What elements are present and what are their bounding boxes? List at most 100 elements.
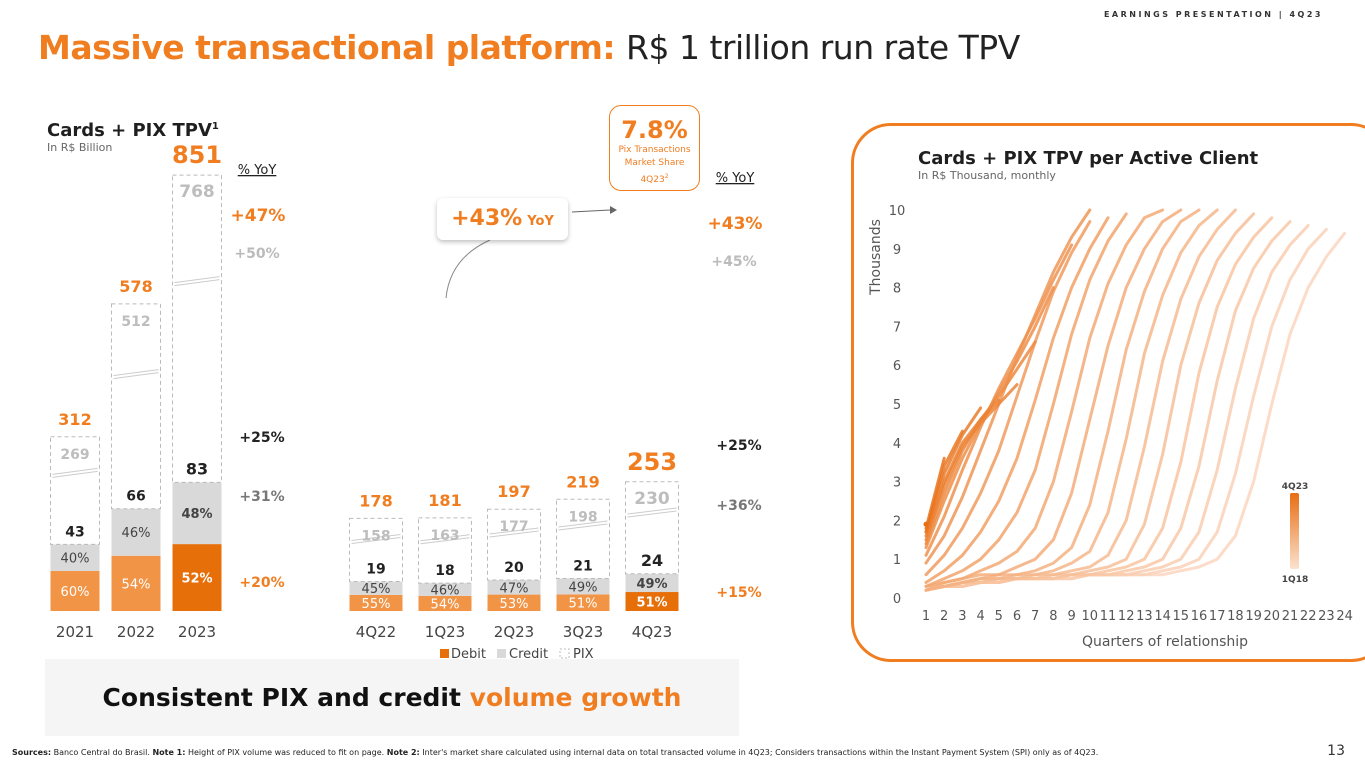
quarterly-debit-label: 51%	[569, 597, 598, 612]
per-client-xtick: 6	[1013, 609, 1021, 624]
quarterly-pix-break	[351, 536, 401, 544]
per-client-header: Cards + PIX TPV per Active Client In R$ …	[918, 148, 1258, 182]
footnote-note2: Inter's market share calculated using in…	[419, 748, 1099, 757]
annual-total-value: 851	[172, 141, 222, 169]
annual-credit-label: 48%	[181, 507, 212, 522]
cohort-line-4Q21	[924, 243, 1074, 557]
quarterly-credit-label: 47%	[500, 581, 529, 596]
quarterly-credit-bar	[556, 578, 610, 595]
footnote-note2-label: Note 2:	[386, 748, 420, 757]
quarterly-credit-bar	[349, 581, 403, 595]
yoy-callout-value: +43%	[451, 206, 523, 231]
annual-pix-value: 768	[179, 182, 215, 202]
per-client-ytick: 2	[893, 514, 901, 529]
quarterly-cards-value: 24	[641, 551, 663, 570]
legend-pix-label: PIX	[573, 647, 594, 662]
per-client-xtick: 4	[976, 609, 984, 624]
annual-debit-label: 54%	[122, 577, 151, 592]
per-client-xtick: 21	[1282, 609, 1299, 624]
per-client-xtick: 11	[1100, 609, 1117, 624]
quarterly-yoy-pix: +45%	[711, 254, 756, 270]
cohort-legend-start: 4Q23	[1282, 482, 1308, 492]
quarterly-pix-value: 158	[361, 528, 390, 544]
annual-credit-bar	[50, 544, 100, 572]
quarterly-credit-bar	[625, 573, 679, 593]
per-client-ytick: 0	[893, 592, 901, 607]
annual-total-value: 312	[58, 410, 91, 429]
yoy-callout: +43% YoY	[437, 198, 568, 240]
quarterly-debit-bar	[556, 594, 610, 611]
cohort-line-3Q20	[924, 208, 1165, 588]
quarterly-yoy-header: % YoY	[716, 171, 755, 186]
annual-debit-bar	[50, 571, 100, 611]
quarterly-total-value: 181	[428, 491, 461, 510]
annual-total-value: 578	[119, 277, 152, 296]
annual-pix-bar	[50, 436, 100, 545]
cohort-line-1Q22	[924, 286, 1055, 550]
per-client-xtick: 12	[1118, 609, 1135, 624]
quarterly-pix-break	[489, 527, 539, 535]
quarterly-yoy-debit: +15%	[716, 585, 761, 601]
footnote-sources: Banco Central do Brasil.	[51, 748, 153, 757]
per-client-ytick: 6	[893, 359, 901, 374]
annual-pix-break	[113, 369, 159, 377]
cohort-gradient-legend	[1290, 493, 1299, 569]
footnote-sources-label: Sources:	[12, 748, 52, 757]
quarterly-pix-value: 177	[499, 519, 528, 535]
pix-share-label-2: Market Share	[624, 158, 685, 168]
per-client-xtick: 24	[1336, 609, 1353, 624]
per-client-ytick: 4	[893, 437, 901, 452]
per-client-xtick: 17	[1209, 609, 1226, 624]
cohort-line-4Q22	[924, 398, 1001, 538]
quarterly-pix-value: 163	[430, 528, 459, 544]
per-client-xtick: 13	[1136, 609, 1153, 624]
per-client-xtick: 5	[995, 609, 1003, 624]
footnote-note1-label: Note 1:	[152, 748, 186, 757]
cohort-line-3Q23	[924, 456, 946, 530]
quarterly-yoy-total: +43%	[708, 214, 763, 234]
quarterly-pix-break	[558, 523, 608, 531]
quarterly-debit-label: 53%	[500, 597, 529, 612]
per-client-subtitle: In R$ Thousand, monthly	[918, 169, 1056, 182]
quarterly-total-value: 253	[627, 448, 677, 476]
quarterly-category-label: 3Q23	[563, 623, 603, 641]
annual-yoy-total: +47%	[231, 206, 286, 226]
quarterly-category-label: 2Q23	[494, 623, 534, 641]
quarterly-credit-label: 45%	[362, 582, 391, 597]
share-arrow-line	[571, 209, 611, 213]
quarterly-pix-bar	[418, 517, 472, 584]
pix-market-share-callout: 7.8% Pix Transactions Market Share 4Q232	[609, 105, 700, 191]
bottom-banner: Consistent PIX and credit volume growth	[45, 659, 739, 736]
annual-credit-bar	[111, 508, 161, 556]
quarterly-debit-bar	[625, 592, 679, 611]
per-client-xtick: 8	[1049, 609, 1057, 624]
callout-connector	[445, 239, 491, 299]
per-client-ytick: 10	[889, 204, 906, 219]
quarterly-pix-bar	[625, 481, 679, 575]
annual-debit-label: 60%	[61, 585, 90, 600]
annual-yoy-credit: +31%	[239, 489, 284, 505]
title-highlight: Massive transactional platform:	[38, 28, 627, 67]
header-tag: EARNINGS PRESENTATION | 4Q23	[1103, 10, 1323, 19]
quarterly-pix-break	[627, 510, 677, 518]
per-client-xtick: 10	[1082, 609, 1099, 624]
bottom-banner-text: Consistent PIX and credit	[102, 683, 470, 712]
pix-share-value: 7.8%	[621, 116, 688, 144]
per-client-xtick: 22	[1300, 609, 1317, 624]
quarterly-debit-bar	[487, 594, 541, 611]
annual-pix-value: 269	[60, 447, 89, 463]
page-number: 13	[1327, 743, 1345, 759]
annual-yoy-pix: +50%	[234, 246, 279, 262]
cohort-line-1Q20	[924, 208, 1201, 592]
annual-pix-bar	[111, 303, 161, 510]
cohort-point-4Q23	[923, 521, 929, 527]
annual-title-sup: 1	[211, 121, 219, 132]
footnote-note1: Height of PIX volume was reduced to fit …	[185, 748, 387, 757]
per-client-xtick: 3	[958, 609, 966, 624]
bottom-banner-highlight: volume growth	[469, 683, 682, 712]
annual-debit-bar	[172, 544, 222, 611]
pix-share-label-3: 4Q232	[610, 170, 699, 187]
quarterly-credit-label: 49%	[569, 580, 598, 595]
per-client-ylabel: Thousands	[868, 219, 884, 296]
quarterly-total-value: 219	[566, 472, 599, 491]
